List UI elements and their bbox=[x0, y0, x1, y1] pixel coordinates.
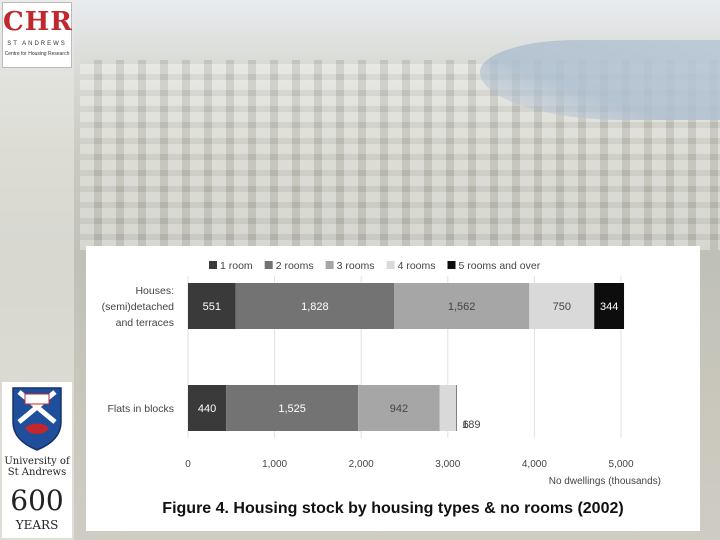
legend-label-2: 3 rooms bbox=[337, 260, 375, 272]
bar-value-label-0-0: 551 bbox=[203, 301, 221, 313]
bar-value-label-0-3: 750 bbox=[553, 301, 571, 313]
chart-panel: 0 1,000 2,000 3,000 4,000 5,000 1 room 2 rooms 3… bbox=[86, 246, 700, 531]
bar-value-label-1-0: 440 bbox=[198, 403, 216, 415]
bar-0-3 bbox=[529, 283, 595, 329]
legend-label-3: 4 rooms bbox=[398, 260, 436, 272]
legend-swatch-1 bbox=[264, 261, 273, 269]
chr-logo: CHR ST ANDREWS Centre for Housing Resear… bbox=[2, 2, 72, 68]
x-tick-label-3: 3,000 bbox=[435, 459, 460, 470]
bar-value-label-0-2: 1,562 bbox=[448, 301, 476, 313]
university-name: University of St Andrews bbox=[2, 456, 72, 478]
university-name-line1: University of bbox=[4, 456, 70, 467]
bar-0-0 bbox=[188, 283, 236, 329]
legend-swatch-0 bbox=[209, 261, 217, 269]
category-label-1-0: Flats in blocks bbox=[107, 403, 174, 415]
chr-logo-acronym: CHR bbox=[3, 7, 73, 37]
university-shield-icon bbox=[12, 387, 62, 451]
chr-logo-line1: ST ANDREWS bbox=[7, 41, 67, 47]
housing-stock-chart: 0 1,000 2,000 3,000 4,000 5,000 1 room 2 rooms 3… bbox=[102, 260, 661, 487]
figure-caption: Figure 4. Housing stock by housing types… bbox=[162, 500, 624, 517]
bar-value-label-0-4: 344 bbox=[600, 301, 618, 313]
bar-1-0 bbox=[188, 385, 227, 431]
bar-value-label-1-4: 6 bbox=[463, 419, 469, 431]
category-label-0-2: and terraces bbox=[116, 317, 174, 329]
university-logo: University of St Andrews 600 YEARS bbox=[2, 382, 72, 538]
anniversary-label: YEARS bbox=[15, 518, 59, 532]
bar-1-1 bbox=[226, 385, 359, 431]
bar-1-2 bbox=[358, 385, 440, 431]
category-label-0-0: Houses: bbox=[135, 285, 174, 297]
legend-label-0: 1 room bbox=[220, 260, 253, 272]
x-tick-label-2: 2,000 bbox=[349, 459, 374, 470]
bar-0-2 bbox=[394, 283, 530, 329]
anniversary-number: 600 bbox=[10, 484, 64, 517]
bar-value-label-1-3: 189 bbox=[462, 419, 480, 431]
x-tick-label-1: 1,000 bbox=[262, 459, 287, 470]
university-name-line2: St Andrews bbox=[7, 467, 67, 478]
legend-swatch-2 bbox=[325, 261, 334, 269]
bar-0-1 bbox=[235, 283, 395, 329]
bar-1-4 bbox=[456, 385, 457, 431]
bar-value-label-1-1: 1,525 bbox=[278, 403, 306, 415]
x-tick-label-5: 5,000 bbox=[608, 459, 633, 470]
category-label-0-1: (semi)detached bbox=[102, 301, 175, 313]
bar-value-label-1-2: 942 bbox=[390, 403, 408, 415]
bar-value-label-0-1: 1,828 bbox=[301, 301, 329, 313]
legend-swatch-4 bbox=[447, 261, 456, 269]
bar-1-3 bbox=[439, 385, 457, 431]
legend-swatch-3 bbox=[386, 261, 395, 269]
x-tick-label-4: 4,000 bbox=[522, 459, 547, 470]
legend-label-4: 5 rooms and over bbox=[459, 260, 541, 272]
bar-0-4 bbox=[594, 283, 625, 329]
chr-logo-line2: Centre for Housing Research bbox=[4, 51, 70, 57]
x-axis-label: No dwellings (thousands) bbox=[549, 476, 661, 487]
x-tick-label-0: 0 bbox=[185, 459, 191, 470]
legend-label-1: 2 rooms bbox=[276, 260, 314, 272]
